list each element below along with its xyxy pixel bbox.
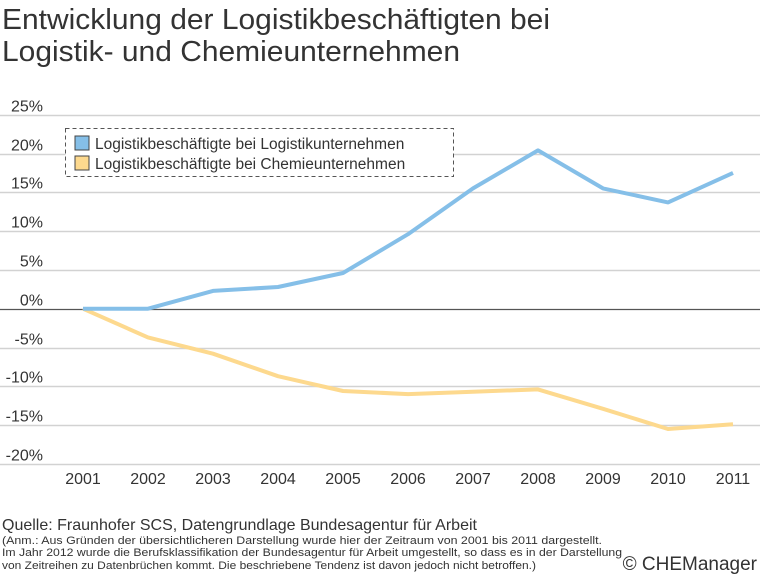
note-line-1: (Anm.: Aus Gründen der übersichtlicheren… xyxy=(2,535,602,547)
y-tick-label: -15% xyxy=(6,409,43,426)
note-line-2: Im Jahr 2012 wurde die Berufsklassifikat… xyxy=(2,547,622,559)
x-tick-label: 2002 xyxy=(130,471,166,488)
chart-title-line-2: Logistik- und Chemieunternehmen xyxy=(2,36,460,68)
x-tick-label: 2005 xyxy=(325,471,361,488)
note-line-3: von Zeitreihen zu Datenbrüchen kommt. Di… xyxy=(2,560,536,572)
y-tick-label: 5% xyxy=(20,254,43,271)
x-tick-label: 2010 xyxy=(650,471,686,488)
y-tick-label: 10% xyxy=(11,215,43,232)
x-tick-label: 2004 xyxy=(260,471,296,488)
chart-title-line-1: Entwicklung der Logistikbeschäftigten be… xyxy=(2,4,550,36)
legend-label-chemie: Logistikbeschäftigte bei Chemieunternehm… xyxy=(95,156,405,173)
y-tick-label: 20% xyxy=(11,138,43,155)
x-tick-label: 2009 xyxy=(585,471,621,488)
y-tick-label: -5% xyxy=(15,332,43,349)
x-tick-label: 2003 xyxy=(195,471,231,488)
legend-swatch-chemie xyxy=(75,156,89,170)
x-tick-label: 2008 xyxy=(520,471,556,488)
x-tick-label: 2006 xyxy=(390,471,426,488)
y-tick-label: 0% xyxy=(20,293,43,310)
source-text: Quelle: Fraunhofer SCS, Datengrundlage B… xyxy=(2,517,478,534)
x-tick-label: 2011 xyxy=(716,471,751,488)
y-tick-label: 15% xyxy=(11,176,43,193)
y-tick-label: 25% xyxy=(11,99,43,116)
series-line-1 xyxy=(83,309,733,429)
y-tick-label: -20% xyxy=(6,448,43,465)
copyright-text: © CHEManager xyxy=(623,554,758,574)
x-axis: 2001 2002 2003 2004 2005 2006 2007 2008 2009 2010… xyxy=(65,471,750,488)
legend-swatch-logistik xyxy=(75,136,89,150)
x-tick-label: 2007 xyxy=(455,471,491,488)
y-tick-label: -10% xyxy=(6,370,43,387)
y-axis: 25% 20% 15% 10% 5% 0% -5% -10% -15% -20% xyxy=(6,99,43,465)
x-tick-label: 2001 xyxy=(65,471,101,488)
legend: Logistikbeschäftigte bei Logistikunterne… xyxy=(66,129,454,177)
legend-label-logistik: Logistikbeschäftigte bei Logistikunterne… xyxy=(95,136,404,153)
